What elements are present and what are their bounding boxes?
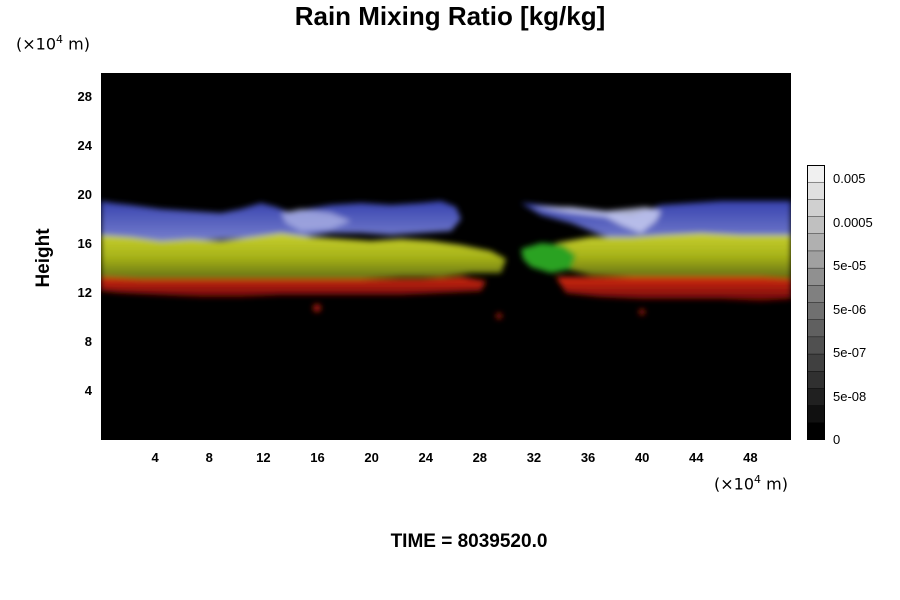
field-blue-band [101, 201, 461, 241]
colorbar-step [807, 388, 825, 407]
y-tick-label: 16 [77, 236, 92, 252]
x-tick-label: 8 [205, 450, 213, 465]
colorbar-tick-label: 5e-06 [833, 301, 867, 317]
colorbar-step [807, 405, 825, 424]
y-tick-label: 4 [84, 383, 92, 399]
colorbar-step [807, 267, 825, 287]
y-tick-label: 20 [77, 187, 92, 203]
field-red-spot [496, 313, 502, 319]
colorbar-tick-label: 5e-05 [833, 258, 867, 273]
field-blue-highlight [531, 207, 661, 233]
field-blue-highlight-left [281, 209, 351, 231]
x-tick-label: 32 [526, 450, 542, 465]
field-red-spot [639, 309, 645, 315]
colorbar-step [807, 319, 825, 338]
x-tick-label: 40 [634, 450, 650, 465]
colorbar-step [807, 285, 825, 304]
field-yellow-band-right [556, 233, 791, 279]
colorbar-step [807, 371, 825, 390]
field-yellow-band [101, 233, 506, 281]
y-axis-unit: (×104 m) [16, 33, 90, 54]
colorbar-tick-label: 0.0005 [833, 214, 873, 230]
colorbar-frame [807, 165, 825, 440]
field-red-band-right [556, 277, 791, 301]
colorbar-step [807, 233, 825, 252]
x-tick-label: 28 [472, 450, 488, 465]
y-tick-label: 24 [77, 138, 92, 154]
field-red-spot [313, 304, 321, 312]
colorbar-step [807, 250, 825, 269]
x-tick-label: 48 [743, 450, 758, 465]
y-tick-label: 12 [77, 285, 92, 301]
colorbar-step [807, 422, 825, 440]
colorbar-step [807, 216, 825, 235]
x-axis-unit: (×104 m) [714, 473, 788, 494]
time-label: TIME = 8039520.0 [390, 531, 548, 552]
x-tick-label: 24 [418, 450, 433, 465]
x-tick-label: 16 [310, 450, 325, 465]
colorbar-tick-label: 5e-07 [833, 345, 867, 360]
colorbar-step [807, 181, 825, 201]
x-tick-label: 44 [689, 450, 704, 465]
x-tick-label: 20 [364, 450, 379, 465]
rain-field [101, 201, 791, 319]
chart-title: Rain Mixing Ratio [kg/kg] [294, 1, 606, 31]
y-tick-label: 8 [84, 334, 92, 350]
colorbar-step [807, 302, 825, 321]
colorbar-step [807, 199, 825, 218]
field-red-band [101, 277, 486, 297]
x-tick-label: 36 [580, 450, 596, 465]
colorbar-step [807, 353, 825, 372]
colorbar-step [807, 336, 825, 355]
field-green-patch [521, 243, 576, 273]
x-tick-label: 12 [256, 450, 271, 465]
colorbar-tick-label: 5e-08 [833, 388, 867, 404]
colorbar [807, 165, 825, 440]
colorbar-tick-label: 0 [833, 432, 841, 447]
colorbar-tick-label: 0.005 [833, 171, 866, 186]
colorbar-step [807, 165, 825, 183]
x-tick-label: 4 [151, 450, 159, 465]
plot-area [101, 73, 791, 440]
y-tick-label: 28 [77, 89, 92, 105]
